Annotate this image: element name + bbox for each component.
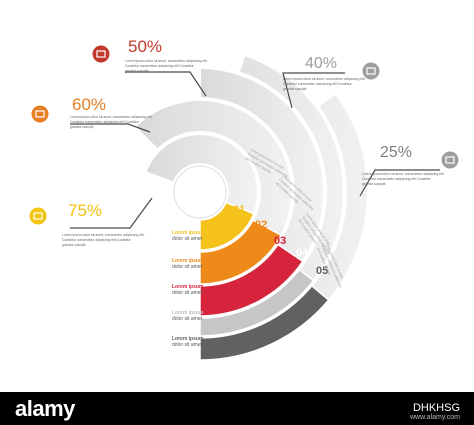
- callout-text-line: gravida suscipit.: [125, 69, 149, 73]
- mail-icon: [442, 152, 459, 169]
- callout-text-line: Lorem ipsum dolor sit amet, consectetur …: [362, 172, 445, 176]
- callout-value-40: 40%: [305, 55, 337, 72]
- callout-25: 25% Lorem ipsum dolor sit amet, consectet…: [362, 144, 459, 186]
- callout-value-25: 25%: [380, 144, 412, 161]
- home-icon: [93, 46, 110, 63]
- callout-text-line: Curabitur consectetur adipiscing elit Cu…: [62, 238, 131, 242]
- band-number-02: 02: [255, 219, 267, 231]
- camera-icon: [30, 208, 47, 225]
- center-hole: [174, 166, 226, 218]
- callout-text-line: Curabitur consectetur adipiscing elit Cu…: [283, 82, 352, 86]
- banner-logo: alamy: [15, 396, 75, 422]
- callout-value-50: 50%: [128, 37, 162, 56]
- tablet-icon: [32, 106, 49, 123]
- legend-subtitle: dolor sit amet: [172, 316, 203, 322]
- banner-url: www.alamy.com: [410, 414, 460, 421]
- legend-subtitle: dolor sit amet: [172, 290, 203, 296]
- band-number-01: 01: [233, 204, 245, 216]
- callout-50: 50% Lorem ipsum dolor sit amet, consectet…: [93, 37, 208, 73]
- callout-text-line: gravida suscipit.: [283, 87, 307, 91]
- callout-text-line: gravida suscipit.: [62, 243, 86, 247]
- band-number-03: 03: [274, 235, 286, 247]
- banner-image-id: DHKHSG: [413, 402, 460, 414]
- callout-text-line: Lorem ipsum dolor sit amet, consectetur …: [62, 233, 145, 237]
- callout-text-line: Curabitur consectetur adipiscing elit Cu…: [125, 64, 194, 68]
- callout-text-line: Curabitur consectetur adipiscing elit Cu…: [70, 120, 139, 124]
- callout-text-line: Lorem ipsum dolor sit amet, consectetur …: [70, 115, 153, 119]
- callout-text-line: Lorem ipsum dolor sit amet, consectetur …: [125, 59, 208, 63]
- callout-text-line: Curabitur consectetur adipiscing elit Cu…: [362, 177, 431, 181]
- callout-text-line: Lorem ipsum dolor sit amet, consectetur …: [283, 77, 366, 81]
- leader-line-50: [125, 72, 206, 96]
- callout-text-line: gravida suscipit.: [362, 182, 386, 186]
- callout-60: 60%Lorem ipsum dolor sit amet, consectet…: [32, 95, 153, 129]
- callout-value-60: 60%: [72, 95, 106, 114]
- band-number-04: 04: [296, 247, 309, 259]
- callout-value-75: 75%: [68, 201, 102, 220]
- callout-text-line: gravida suscipit.: [70, 125, 94, 129]
- legend-subtitle: dolor sit amet: [172, 342, 203, 348]
- callout-75: 75% Lorem ipsum dolor sit amet, consectet…: [30, 201, 145, 247]
- legend-subtitle: dolor sit amet: [172, 264, 203, 270]
- legend-subtitle: dolor sit amet: [172, 236, 203, 242]
